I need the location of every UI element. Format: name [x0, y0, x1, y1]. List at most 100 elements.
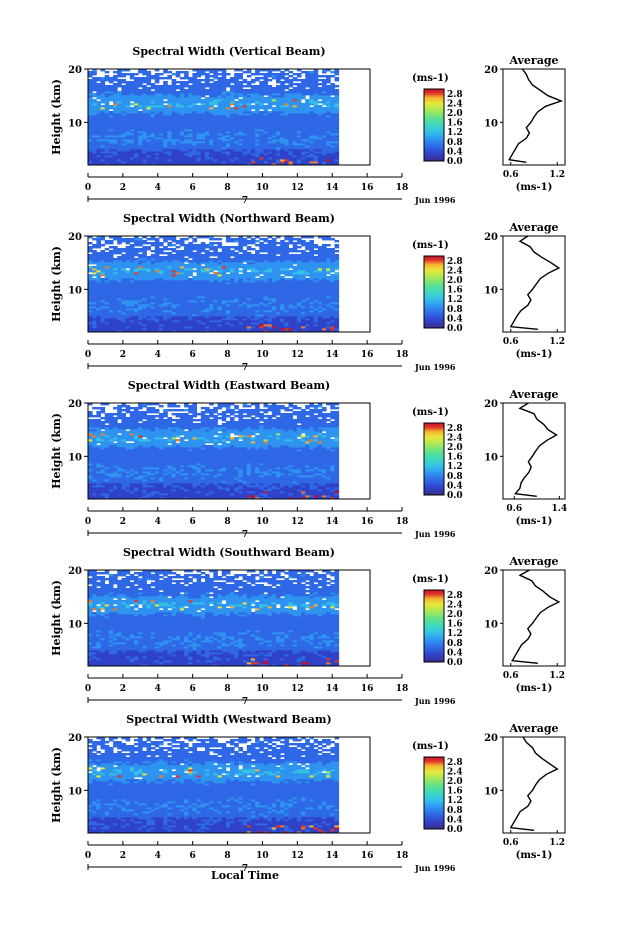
heatmap-cell: [301, 320, 306, 323]
heatmap-cell: [96, 111, 101, 114]
heatmap-cell: [225, 246, 231, 249]
heatmap-cell: [184, 286, 189, 289]
heatmap-cell: [100, 252, 106, 255]
heatmap-cell: [242, 256, 248, 259]
heatmap-cell: [142, 105, 147, 108]
heatmap-cell: [205, 77, 210, 80]
heatmap-cell: [246, 155, 252, 158]
heatmap-cell: [250, 322, 256, 325]
heatmap-cell: [255, 77, 260, 80]
heatmap-cell: [159, 135, 164, 138]
heatmap-cell: [179, 107, 185, 110]
heatmap-cell: [129, 109, 135, 112]
heatmap-cell: [125, 97, 131, 100]
heatmap-cell: [159, 153, 164, 156]
heatmap-cell: [305, 81, 310, 84]
heatmap-cell: [96, 117, 101, 120]
heatmap-cell: [217, 149, 223, 152]
heatmap-cell: [242, 85, 248, 88]
heatmap-cell: [234, 330, 239, 333]
heatmap-cell: [284, 292, 289, 295]
heatmap-cell: [104, 256, 110, 259]
heatmap-cell: [288, 264, 294, 267]
heatmap-cell: [146, 302, 152, 305]
heatmap-cell: [205, 133, 210, 136]
heatmap-cell: [179, 125, 185, 128]
heatmap-cell: [146, 314, 152, 317]
heatmap-cell: [288, 107, 294, 110]
heatmap-cell: [104, 326, 110, 329]
heatmap-cell: [255, 125, 260, 128]
heatmap-cell: [284, 264, 289, 267]
heatmap-cell: [326, 77, 331, 80]
heatmap-cell: [159, 163, 164, 166]
heatmap-cell: [121, 314, 126, 317]
heatmap-cell: [238, 248, 243, 251]
heatmap-cell: [301, 314, 306, 317]
heatmap-cell: [280, 85, 285, 88]
heatmap-cell: [301, 318, 306, 321]
heatmap-cell: [92, 306, 97, 309]
heatmap-cell: [188, 326, 193, 329]
heatmap-cell: [159, 288, 164, 291]
heatmap-cell: [334, 97, 340, 100]
heatmap-cell: [276, 294, 281, 297]
heatmap-cell: [276, 137, 281, 140]
heatmap-cell: [234, 328, 239, 331]
heatmap-cell: [171, 163, 177, 166]
heatmap-cell: [221, 280, 227, 283]
heatmap-cell: [263, 147, 269, 150]
heatmap-cell: [150, 288, 156, 291]
heatmap-cell: [159, 99, 164, 102]
heatmap-cell: [125, 151, 131, 154]
heatmap-cell: [171, 125, 177, 128]
heatmap-cell: [117, 242, 122, 245]
heatmap-cell: [154, 252, 160, 255]
heatmap-cell: [230, 266, 235, 269]
heatmap-cell: [96, 159, 101, 162]
heatmap-cell: [129, 119, 135, 122]
heatmap-cell: [309, 139, 314, 142]
heatmap-cell: [246, 328, 252, 331]
heatmap-cell: [255, 143, 260, 146]
heatmap-cell: [280, 97, 285, 100]
heatmap-cell: [184, 298, 189, 301]
heatmap-cell: [284, 69, 289, 72]
heatmap-cell: [142, 159, 147, 162]
heatmap-cell: [242, 123, 248, 126]
heatmap-cell: [113, 151, 118, 154]
heatmap-cell: [171, 250, 177, 253]
heatmap-cell: [238, 276, 243, 279]
heatmap-cell: [167, 276, 172, 279]
heatmap-cell: [121, 324, 126, 327]
heatmap-cell: [159, 155, 164, 158]
heatmap-cell: [184, 123, 189, 126]
heatmap-cell: [154, 113, 160, 116]
heatmap-cell: [171, 308, 177, 311]
heatmap-cell: [175, 105, 181, 108]
heatmap-cell: [200, 250, 206, 253]
heatmap-cell: [196, 316, 202, 319]
heatmap-cell: [142, 147, 147, 150]
heatmap-cell: [163, 262, 168, 265]
heatmap-cell: [129, 304, 135, 307]
heatmap-cell: [334, 99, 340, 102]
heatmap-cell: [288, 292, 294, 295]
heatmap-cell: [205, 161, 210, 164]
heatmap-cell: [205, 314, 210, 317]
heatmap-cell: [113, 290, 118, 293]
heatmap-cell: [125, 91, 131, 94]
heatmap-cell: [125, 161, 131, 164]
heatmap-cell: [234, 151, 239, 154]
heatmap-cell: [188, 95, 193, 98]
heatmap-cell: [104, 151, 110, 154]
heatmap-cell: [301, 123, 306, 126]
heatmap-cell: [121, 85, 126, 88]
heatmap-cell: [108, 163, 114, 166]
heatmap-cell: [142, 151, 147, 154]
heatmap-cell: [267, 298, 273, 301]
heatmap-cell: [188, 242, 193, 245]
heatmap-cell: [142, 250, 147, 253]
heatmap-cell: [276, 324, 281, 327]
heatmap-cell: [217, 270, 223, 273]
